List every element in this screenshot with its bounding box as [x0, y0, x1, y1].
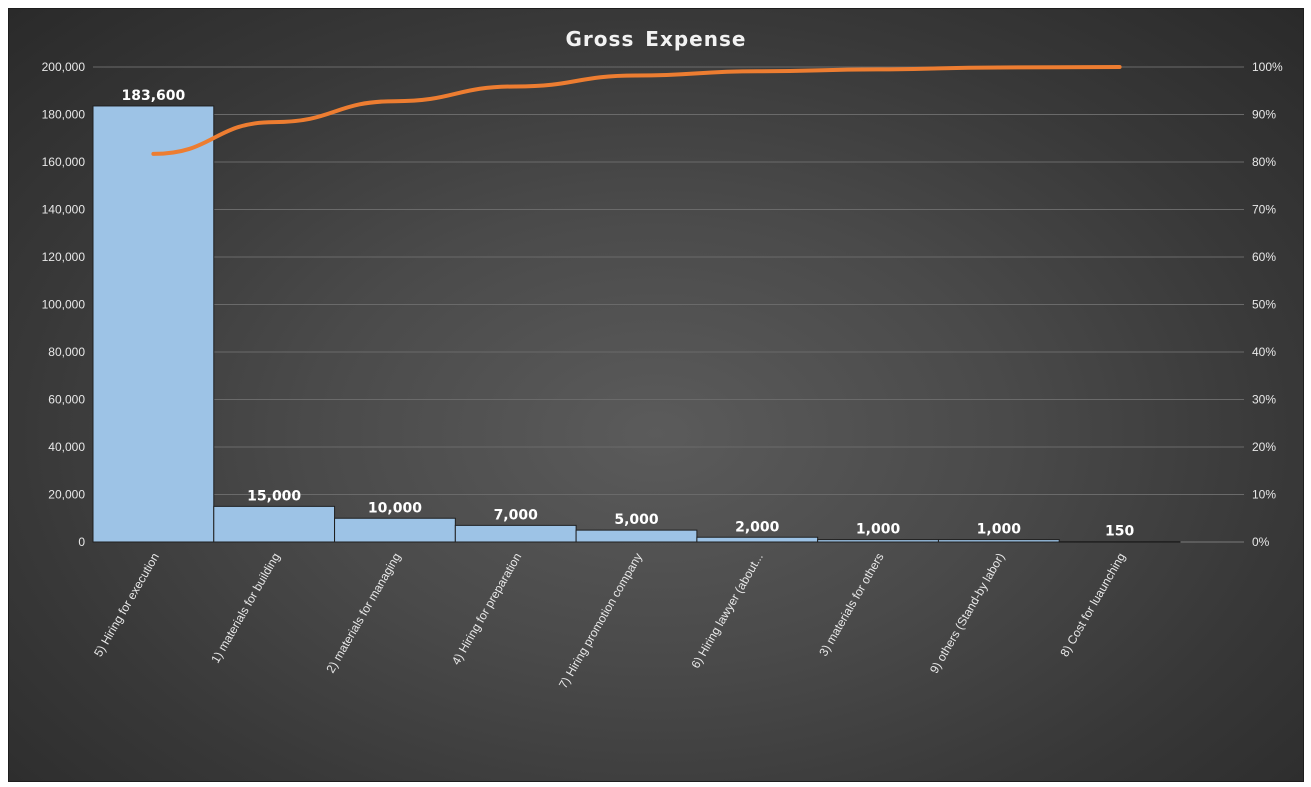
y-tick-label: 200,000	[42, 60, 86, 74]
bar	[213, 505, 336, 543]
y2-tick-label: 100%	[1252, 60, 1283, 74]
bar	[575, 529, 698, 543]
y2-tick-label: 0%	[1252, 535, 1270, 549]
y2-tick-label: 90%	[1252, 108, 1276, 122]
y-tick-label: 120,000	[42, 250, 86, 264]
y2-tick-label: 20%	[1252, 440, 1276, 454]
y2-tick-label: 30%	[1252, 393, 1276, 407]
y-tick-label: 160,000	[42, 155, 86, 169]
cumulative-line	[151, 65, 1122, 156]
y2-tick-label: 80%	[1252, 155, 1276, 169]
y-tick-label: 80,000	[48, 345, 85, 359]
data-label: 10,000	[368, 500, 422, 516]
x-tick-label: 2) materials for managing	[323, 551, 403, 676]
x-tick-label: 3) materials for others	[816, 551, 886, 659]
data-label: 150	[1105, 524, 1134, 540]
chart-svg: 0 20,000 40,000 60,000 80,000 100,000 120,000 1…	[42, 60, 1283, 691]
x-tick-label: 9) others (Stand-by labor)	[927, 550, 1007, 675]
y2-tick-label: 10%	[1252, 488, 1276, 502]
data-label: 2,000	[735, 519, 780, 535]
x-tick-label: 7) Hiring promotion company	[556, 551, 645, 691]
y-tick-label: 140,000	[42, 203, 86, 217]
data-label: 1,000	[977, 522, 1022, 538]
y-tick-label: 60,000	[48, 393, 85, 407]
y2-tick-label: 40%	[1252, 345, 1276, 359]
y2-tick-label: 50%	[1252, 298, 1276, 312]
y-tick-label: 20,000	[48, 488, 85, 502]
y2-tick-label: 60%	[1252, 250, 1276, 264]
data-label: 7,000	[494, 507, 539, 523]
y2-tick-label: 70%	[1252, 203, 1276, 217]
bar	[1058, 541, 1181, 543]
y-tick-label: 100,000	[42, 298, 86, 312]
data-label: 15,000	[247, 488, 301, 504]
bar	[937, 539, 1060, 543]
data-label: 1,000	[856, 522, 901, 538]
data-label: 183,600	[122, 88, 186, 104]
bar	[92, 105, 215, 543]
chart-title: Gross Expense	[565, 27, 747, 51]
bar	[334, 517, 456, 543]
x-tick-label: 5) Hiring for execution	[91, 551, 162, 660]
bar	[454, 524, 577, 543]
x-tick-label: 6) Hiring lawyer (about...	[688, 551, 765, 671]
x-tick-label: 8) Cost for luaunching	[1057, 551, 1128, 660]
chart-area: Gross Expense 0 20,000 40,000 60,000 80,000 1…	[8, 8, 1304, 782]
data-label: 5,000	[614, 512, 659, 528]
y-tick-label: 0	[78, 535, 85, 549]
x-tick-label: 1) materials for building	[208, 551, 282, 666]
y-tick-label: 180,000	[42, 108, 86, 122]
x-tick-label: 4) Hiring for preparation	[449, 551, 524, 668]
y-tick-label: 40,000	[48, 440, 85, 454]
bar	[817, 539, 939, 543]
bar	[696, 536, 819, 543]
